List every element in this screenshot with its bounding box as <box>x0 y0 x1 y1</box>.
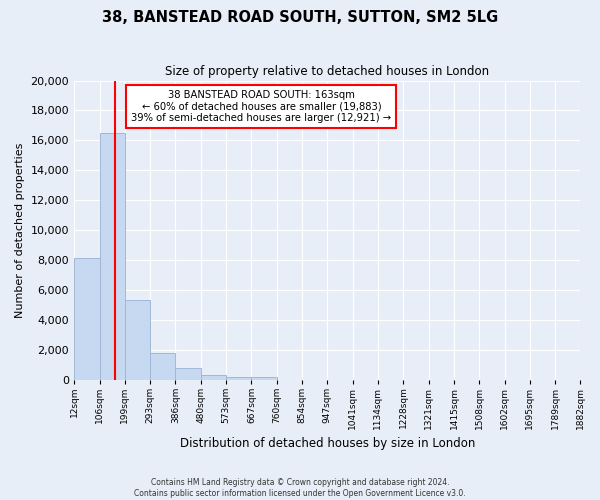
Bar <box>201 375 226 380</box>
Bar <box>226 376 251 380</box>
Bar <box>175 368 201 380</box>
Text: 38, BANSTEAD ROAD SOUTH, SUTTON, SM2 5LG: 38, BANSTEAD ROAD SOUTH, SUTTON, SM2 5LG <box>102 10 498 25</box>
Bar <box>251 378 277 380</box>
Title: Size of property relative to detached houses in London: Size of property relative to detached ho… <box>165 65 490 78</box>
Bar <box>125 300 150 380</box>
X-axis label: Distribution of detached houses by size in London: Distribution of detached houses by size … <box>179 437 475 450</box>
Text: Contains HM Land Registry data © Crown copyright and database right 2024.
Contai: Contains HM Land Registry data © Crown c… <box>134 478 466 498</box>
Text: 38 BANSTEAD ROAD SOUTH: 163sqm
← 60% of detached houses are smaller (19,883)
39%: 38 BANSTEAD ROAD SOUTH: 163sqm ← 60% of … <box>131 90 391 122</box>
Bar <box>100 133 125 380</box>
Bar <box>74 258 100 380</box>
Y-axis label: Number of detached properties: Number of detached properties <box>15 142 25 318</box>
Bar <box>150 352 175 380</box>
